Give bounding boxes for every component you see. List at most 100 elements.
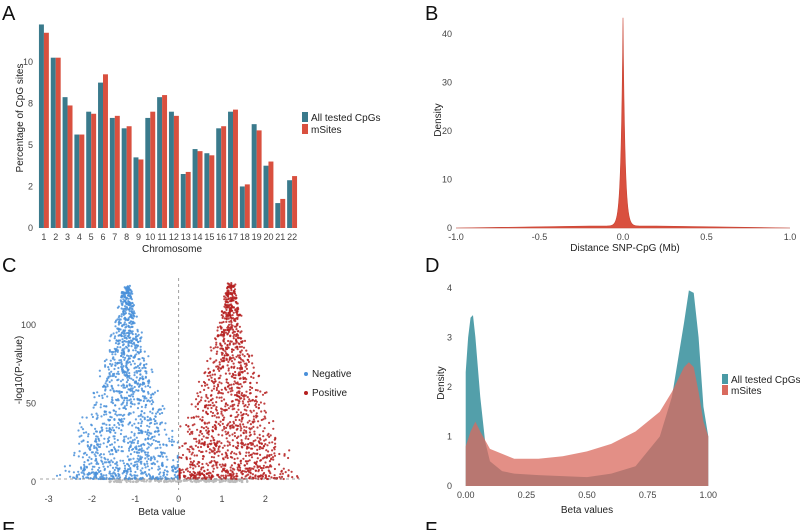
point-ns <box>115 480 119 484</box>
point-negative <box>128 449 131 452</box>
point-negative <box>126 462 129 466</box>
point-positive <box>235 328 238 331</box>
point-positive <box>251 386 254 390</box>
point-negative <box>134 344 137 348</box>
point-positive <box>249 381 252 384</box>
point-positive <box>227 317 230 320</box>
point-negative <box>108 436 111 439</box>
point-positive <box>230 282 233 285</box>
point-positive <box>212 387 215 390</box>
point-negative <box>114 353 117 356</box>
x-tick-label: -2 <box>88 494 96 504</box>
point-positive <box>195 454 199 457</box>
point-positive <box>282 477 285 481</box>
point-positive <box>258 447 261 451</box>
point-negative <box>120 313 123 316</box>
point-positive <box>231 314 234 317</box>
point-negative <box>109 359 112 362</box>
point-positive <box>207 378 211 381</box>
point-positive <box>203 441 206 445</box>
point-negative <box>116 414 119 417</box>
point-positive <box>268 454 271 457</box>
point-negative <box>112 475 115 479</box>
point-positive <box>217 367 220 371</box>
point-positive <box>211 373 214 376</box>
point-negative <box>130 377 133 380</box>
point-positive <box>233 407 236 410</box>
point-negative <box>111 461 114 464</box>
point-negative <box>127 437 130 440</box>
point-negative <box>134 470 137 474</box>
point-positive <box>212 369 215 372</box>
point-positive <box>243 429 246 432</box>
point-positive <box>226 364 229 367</box>
density-area-msites <box>465 362 709 486</box>
point-positive <box>233 380 236 383</box>
point-negative <box>136 451 139 454</box>
point-negative <box>133 398 136 401</box>
point-negative <box>129 453 132 456</box>
bar-msites-chr13 <box>185 171 191 228</box>
point-negative <box>142 359 146 362</box>
point-positive <box>245 378 248 381</box>
point-ns <box>240 480 244 483</box>
point-negative <box>128 309 131 313</box>
point-positive <box>227 339 230 343</box>
legend-swatch-all <box>722 374 728 384</box>
y-tick-label: 30 <box>442 78 452 88</box>
point-negative <box>93 453 96 456</box>
point-positive <box>222 328 225 331</box>
point-ns <box>245 480 249 483</box>
point-negative <box>136 364 140 368</box>
point-negative <box>109 335 112 338</box>
point-negative <box>156 410 159 414</box>
point-negative <box>91 465 94 468</box>
point-negative <box>117 330 120 333</box>
legend-dot-positive <box>304 391 308 395</box>
point-positive <box>211 397 214 400</box>
y-tick-label: 3 <box>447 332 452 342</box>
point-negative <box>133 390 136 393</box>
point-positive <box>205 393 208 397</box>
point-positive <box>240 385 243 388</box>
point-negative <box>92 432 96 435</box>
point-negative <box>124 317 127 320</box>
point-ns <box>233 480 236 484</box>
point-positive <box>246 358 249 361</box>
point-negative <box>162 474 165 477</box>
point-positive <box>247 403 250 406</box>
point-positive <box>230 305 234 308</box>
point-negative <box>153 458 156 461</box>
point-positive <box>273 438 276 441</box>
point-positive <box>207 433 210 436</box>
y-tick-label: 1 <box>447 431 452 441</box>
point-negative <box>111 396 114 399</box>
point-negative <box>137 341 140 344</box>
point-positive <box>225 378 228 381</box>
point-negative <box>108 350 111 353</box>
point-positive <box>201 416 204 419</box>
point-ns <box>193 479 196 482</box>
point-negative <box>121 366 124 369</box>
point-positive <box>212 470 215 473</box>
point-positive <box>252 415 255 418</box>
point-positive <box>226 333 229 336</box>
point-negative <box>95 435 98 438</box>
point-positive <box>233 319 236 322</box>
point-positive <box>220 382 223 385</box>
point-positive <box>233 457 236 461</box>
point-negative <box>136 350 139 354</box>
point-positive <box>217 445 220 449</box>
point-negative <box>86 445 90 448</box>
point-negative <box>129 470 132 473</box>
point-negative <box>78 435 81 438</box>
point-negative <box>119 432 122 436</box>
point-negative <box>77 473 81 476</box>
point-negative <box>116 477 119 480</box>
point-positive <box>240 340 243 343</box>
point-positive <box>245 430 248 433</box>
point-negative <box>123 358 126 361</box>
point-positive <box>209 472 212 475</box>
